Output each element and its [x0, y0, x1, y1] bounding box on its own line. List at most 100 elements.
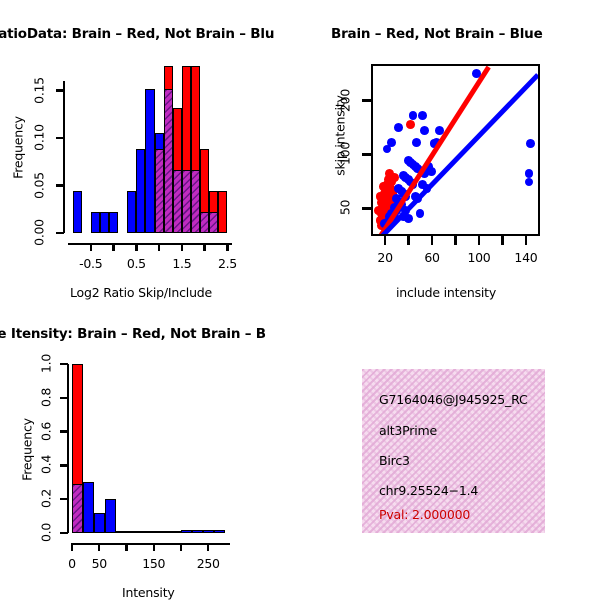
xtick-label: 50: [91, 556, 108, 571]
ytick-label: 200: [337, 88, 353, 112]
ytick: [56, 231, 64, 235]
xtick: [383, 236, 387, 245]
event-info-panel: G7164046@J945925_RC alt3Prime Birc3 chr9…: [362, 369, 545, 533]
intensity-histogram-ylabel: Frequency: [19, 418, 35, 481]
ratio-histogram-xlabel: Log2 Ratio Skip/Include: [70, 285, 213, 300]
xtick-label: -0.5: [79, 256, 103, 271]
histogram-bar: [82, 482, 94, 533]
scatter-point: [406, 120, 415, 130]
ytick: [60, 498, 68, 501]
scatter-point: [387, 194, 397, 204]
ytick: [60, 396, 68, 399]
ytick-label: 100: [337, 142, 353, 166]
xtick: [180, 243, 184, 251]
scatter-point: [383, 202, 393, 212]
xtick-label: 140: [514, 250, 538, 265]
xtick: [112, 243, 115, 251]
scatter-point: [524, 169, 534, 179]
xtick-label: 0: [68, 556, 76, 571]
scatter-point: [525, 139, 535, 148]
xtick: [157, 243, 161, 251]
xtick-label: 150: [142, 556, 166, 571]
histogram-bar: [213, 530, 225, 533]
histogram-bar-overlap: [209, 212, 219, 233]
scatter-point: [375, 191, 385, 201]
histogram-bar: [136, 149, 146, 233]
histogram-bar: [127, 191, 137, 233]
scatter-point: [387, 177, 397, 187]
intensity-histogram-title: ne Itensity: Brain – Red, Not Brain – B: [0, 326, 266, 342]
ytick-label: 0.15: [31, 76, 47, 104]
scatter-point: [408, 110, 418, 120]
info-pval: Pval: 2.000000: [379, 507, 471, 522]
histogram-bar: [115, 531, 127, 533]
histogram-bar: [99, 212, 109, 233]
scatter-xlabel: include intensity: [396, 285, 497, 300]
scatter-point: [394, 123, 404, 132]
ytick: [60, 531, 68, 535]
histogram-bar: [109, 212, 119, 233]
ratio-histogram-xaxis: [68, 243, 232, 246]
xtick: [98, 543, 101, 551]
ytick-label: 0.8: [38, 387, 54, 407]
histogram-bar-overlap: [154, 149, 164, 233]
scatter-point: [385, 169, 394, 179]
xtick: [477, 236, 481, 245]
ytick-label: 50: [337, 200, 353, 216]
histogram-bar: [159, 531, 171, 533]
ytick: [362, 99, 371, 102]
scatter-point: [415, 209, 425, 218]
xtick-label: 0.5: [126, 256, 146, 271]
xtick: [430, 236, 434, 245]
histogram-bar: [202, 530, 214, 533]
scatter-point: [374, 205, 384, 215]
scatter-point: [423, 161, 433, 171]
histogram-bar-overlap: [191, 170, 201, 233]
ytick-label: 1.0: [38, 354, 54, 373]
ytick-label: 0.05: [31, 171, 47, 199]
histogram-bar: [191, 530, 203, 533]
scatter-point: [389, 173, 399, 183]
histogram-bar-overlap: [72, 484, 83, 533]
info-gene-symbol: Birc3: [379, 453, 410, 468]
ytick: [56, 89, 64, 92]
scatter-point: [420, 125, 430, 135]
xtick: [454, 236, 457, 245]
xtick: [207, 543, 210, 551]
ytick: [60, 362, 68, 366]
xtick: [70, 543, 74, 551]
histogram-bar-overlap: [163, 88, 173, 233]
histogram-bar-overlap: [172, 170, 182, 233]
histogram-bar: [145, 88, 155, 233]
xtick-label: 60: [424, 250, 440, 265]
scatter-point: [435, 125, 445, 135]
scatter-point: [387, 137, 397, 147]
xtick: [501, 236, 504, 245]
histogram-bar: [180, 530, 192, 533]
histogram-bar: [148, 531, 160, 533]
intensity-histogram-xlabel: Intensity: [122, 585, 175, 600]
xtick: [125, 543, 128, 551]
xtick: [407, 236, 410, 245]
scatter-point: [420, 169, 430, 179]
histogram-bar: [90, 212, 100, 233]
histogram-bar: [72, 191, 82, 233]
xtick-label: 250: [196, 556, 220, 571]
scatter-point: [427, 167, 437, 177]
panel-scatter: Brain – Red, Not Brain – Blue skip inten…: [300, 0, 600, 300]
ytick-label: 0.00: [31, 219, 47, 246]
ratio-histogram-plot: [68, 62, 232, 233]
scatter-point: [412, 137, 421, 147]
ytick-label: 0.10: [31, 124, 47, 151]
histogram-bar: [104, 499, 116, 533]
xtick: [203, 243, 206, 251]
xtick: [135, 243, 138, 251]
ytick-label: 0.6: [38, 421, 54, 441]
ratio-histogram-yaxis: [63, 81, 66, 233]
histogram-bar: [126, 531, 138, 533]
intensity-histogram-yaxis: [67, 364, 70, 533]
xtick: [524, 236, 528, 245]
scatter-title: Brain – Red, Not Brain – Blue: [331, 26, 543, 42]
xtick-label: 1.5: [172, 256, 192, 271]
